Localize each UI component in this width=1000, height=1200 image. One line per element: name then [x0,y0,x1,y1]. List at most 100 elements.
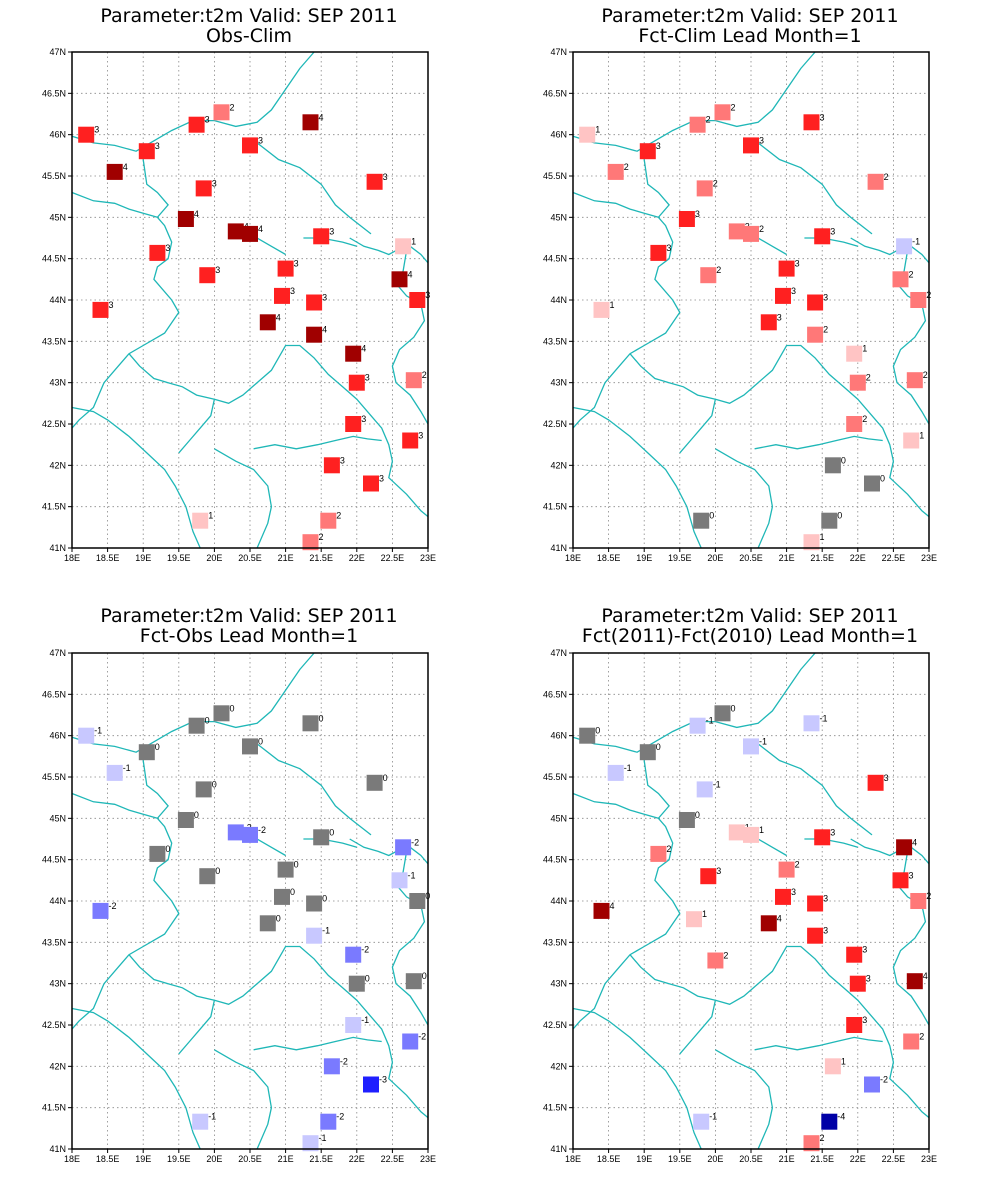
station-marker [864,475,880,492]
station-value-label: 0 [205,716,210,726]
station-marker [277,861,294,878]
station-marker [302,534,319,551]
station-marker [807,326,824,343]
station-marker [867,173,884,190]
y-tick-label: 46N [550,130,567,140]
station-value-label: 2 [823,325,828,335]
station-value-label: 3 [695,209,700,219]
station-marker [846,1017,863,1033]
x-tick-label: 22.5E [882,1154,906,1164]
station-marker [714,104,731,121]
station-value-label: 3 [215,265,220,275]
station-marker [213,705,230,722]
station-marker [696,180,713,197]
y-tick-label: 46.5N [543,88,567,98]
station-marker [824,457,841,474]
station-marker [192,512,209,529]
y-tick-label: 47N [49,47,66,57]
station-value-label: 4 [777,913,782,923]
border-line [757,743,873,836]
station-value-label: 3 [383,172,388,182]
station-value-label: 2 [666,844,671,854]
station-marker [320,1113,337,1130]
x-tick-label: 23E [921,1154,937,1164]
x-tick-label: 20E [707,553,723,563]
station-marker [242,738,258,755]
station-value-label: -1 [709,1112,717,1122]
x-tick-label: 21E [779,1154,795,1164]
border-line [715,1049,774,1150]
station-marker [366,774,383,791]
y-tick-label: 44.5N [42,254,66,264]
station-value-label: 3 [716,866,721,876]
x-tick-label: 20.5E [238,1154,262,1164]
y-tick-label: 43.5N [543,937,567,947]
station-marker [593,902,610,919]
station-marker [910,893,927,909]
station-marker [728,824,745,841]
station-value-label: -2 [258,825,266,835]
station-marker [188,116,205,133]
border-line [804,838,858,848]
chart-subtitle: Obs-Clim [206,25,292,47]
station-value-label: 0 [194,810,199,820]
border-line [754,435,883,450]
station-value-label: 4 [123,162,128,172]
station-value-label: 3 [165,243,170,253]
station-marker [227,223,244,240]
x-tick-label: 18.5E [597,553,621,563]
chart-subtitle: Fct-Clim Lead Month=1 [638,25,861,47]
station-value-label: -2 [880,1075,888,1085]
station-value-label: 3 [884,773,889,783]
station-value-label: 3 [322,293,327,303]
station-value-label: -2 [411,837,419,847]
station-marker [199,868,216,885]
y-tick-label: 42.5N [543,1020,567,1030]
station-value-label: 3 [656,141,661,151]
station-value-label: 3 [777,312,782,322]
station-marker [760,314,777,331]
station-marker [639,744,656,761]
station-marker [363,1076,379,1093]
station-value-label: -2 [340,1056,348,1066]
station-marker [593,301,610,318]
x-tick-label: 22E [349,1154,365,1164]
station-marker [775,287,791,304]
station-marker [177,812,194,828]
stations: -1-100000000-2-20-2000-1000-20-1-200-1-2… [78,703,430,1152]
station-marker [402,432,419,449]
station-marker [807,927,824,944]
station-marker [323,457,340,474]
border-line [71,216,180,429]
station-value-label: -1 [706,716,714,726]
station-value-label: 3 [862,1015,867,1025]
station-value-label: 2 [706,115,711,125]
station-marker [242,826,258,843]
station-marker [395,839,412,856]
border-line [754,1036,883,1051]
y-tick-label: 44N [49,295,66,305]
station-marker [906,372,923,389]
y-tick-label: 41N [550,1144,567,1154]
station-value-label: 4 [408,269,413,279]
x-tick-label: 20E [206,1154,222,1164]
station-marker [323,1058,340,1075]
station-value-label: -1 [319,1133,327,1143]
station-marker [242,225,258,242]
station-value-label: 3 [666,243,671,253]
station-marker [803,114,820,131]
border-line [679,1000,717,1055]
station-marker [405,372,422,389]
station-value-label: 0 [731,703,736,713]
station-marker [728,223,745,240]
station-value-label: 0 [258,736,263,746]
station-marker [395,238,412,255]
y-tick-label: 45N [550,212,567,222]
station-marker [78,126,95,143]
station-value-label: 2 [884,172,889,182]
border-line [303,838,357,848]
border-line [71,51,315,152]
border-line [715,448,774,549]
border-line [128,344,429,518]
station-value-label: 3 [791,286,796,296]
